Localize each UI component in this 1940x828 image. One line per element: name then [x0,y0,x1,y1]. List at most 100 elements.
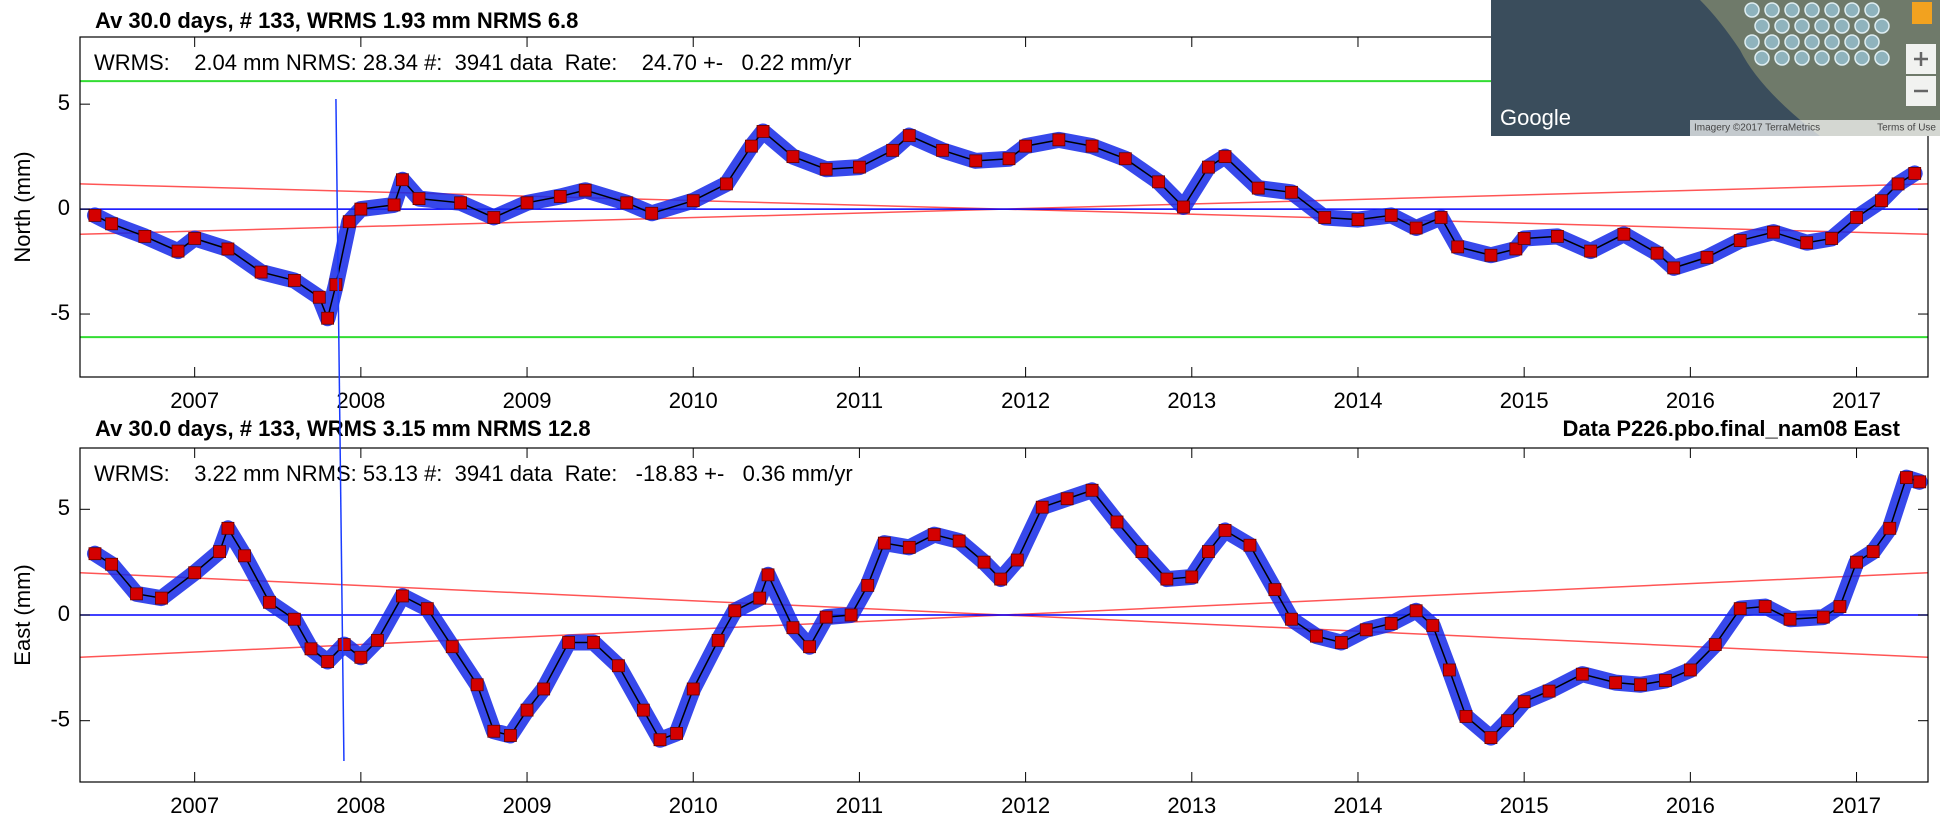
average-marker [969,154,983,168]
map-marker[interactable] [1844,2,1860,18]
map-marker[interactable] [1824,2,1840,18]
map-pegman[interactable] [1912,2,1932,24]
event-line [335,98,345,762]
y-tick-label: 0 [58,195,70,220]
map-marker[interactable] [1834,18,1850,34]
y-tick-label: -5 [50,300,70,325]
average-marker [578,183,592,197]
average-marker [1484,731,1498,745]
map-marker[interactable] [1854,50,1870,66]
average-marker [1866,545,1880,558]
average-marker [454,196,467,210]
x-tick-label: 2010 [669,793,718,818]
map-marker[interactable] [1784,34,1800,50]
map-marker[interactable] [1824,34,1840,50]
average-marker [238,549,251,563]
y-axis-label: North (mm) [10,151,35,262]
y-tick-label: -5 [50,707,70,732]
average-marker [1002,152,1016,166]
average-marker [1052,133,1066,147]
average-marker [504,729,517,742]
average-marker [1110,515,1124,529]
series [86,469,1928,748]
map-marker[interactable] [1774,18,1790,34]
average-marker [977,555,991,569]
average-marker [1177,200,1190,214]
average-marker [803,640,816,654]
average-marker [188,232,202,245]
map-marker[interactable] [1764,34,1780,50]
average-marker [1484,248,1498,262]
average-marker [902,540,916,554]
map-marker[interactable] [1874,18,1890,34]
average-marker [1384,208,1398,222]
map-marker[interactable] [1754,18,1770,34]
map-land [1700,0,1940,136]
map-marker[interactable] [1774,50,1790,66]
average-marker [1509,242,1523,256]
map-marker[interactable] [1794,18,1810,34]
map-marker[interactable] [1804,2,1820,18]
x-tick-label: 2009 [503,388,552,413]
map-marker[interactable] [1874,50,1890,66]
average-marker [354,202,368,216]
average-marker [138,229,152,243]
map-marker[interactable] [1814,18,1830,34]
average-marker [487,211,501,224]
average-marker [321,655,335,668]
average-marker [1875,194,1888,208]
map-marker[interactable] [1804,34,1820,50]
x-tick-label: 2007 [170,388,219,413]
map-marker[interactable] [1814,50,1830,66]
average-marker [1891,177,1905,191]
x-tick-label: 2011 [836,793,883,818]
average-marker [1883,521,1897,535]
average-marker [337,638,351,651]
map-marker[interactable] [1864,34,1880,50]
map-terms[interactable]: Terms of Use [1877,123,1936,134]
map-marker[interactable] [1744,34,1760,50]
average-marker [537,682,551,696]
x-tick-label: 2012 [1001,793,1050,818]
average-marker [1783,612,1797,626]
average-marker [1451,240,1465,254]
y-tick-label: 5 [58,90,70,115]
average-marker [304,642,318,656]
average-marker [756,125,770,138]
average-marker [254,265,268,279]
average-marker [188,566,202,580]
average-marker [520,703,534,717]
map-marker[interactable] [1794,50,1810,66]
average-marker [553,190,567,203]
average-marker [686,682,700,696]
map-marker[interactable] [1744,2,1760,18]
average-marker [1285,185,1298,199]
average-marker [786,621,800,635]
x-tick-label: 2016 [1666,793,1715,818]
map-marker[interactable] [1864,2,1880,18]
annotation-background [90,458,857,488]
map-marker[interactable] [1844,34,1860,50]
map-marker[interactable] [1784,2,1800,18]
average-marker [329,278,343,292]
average-marker [1733,602,1747,616]
average-marker [1659,674,1672,687]
x-tick-label: 2014 [1334,388,1383,413]
average-marker [342,215,356,229]
chart-title: Data P226.pbo.final_nam08 East [1563,416,1901,441]
x-tick-label: 2010 [669,388,718,413]
annotation-background [90,47,856,77]
x-tick-label: 2015 [1500,793,1549,818]
y-tick-label: 0 [58,601,70,626]
y-axis-label: East (mm) [10,564,35,665]
zoom-in-icon [1914,52,1928,66]
average-marker [321,311,335,325]
map-marker[interactable] [1754,50,1770,66]
average-marker [1160,572,1174,586]
x-tick-label: 2008 [336,793,385,818]
map-marker[interactable] [1854,18,1870,34]
map-marker[interactable] [1764,2,1780,18]
average-marker [105,557,118,571]
average-marker [753,591,767,605]
map-marker[interactable] [1834,50,1850,66]
